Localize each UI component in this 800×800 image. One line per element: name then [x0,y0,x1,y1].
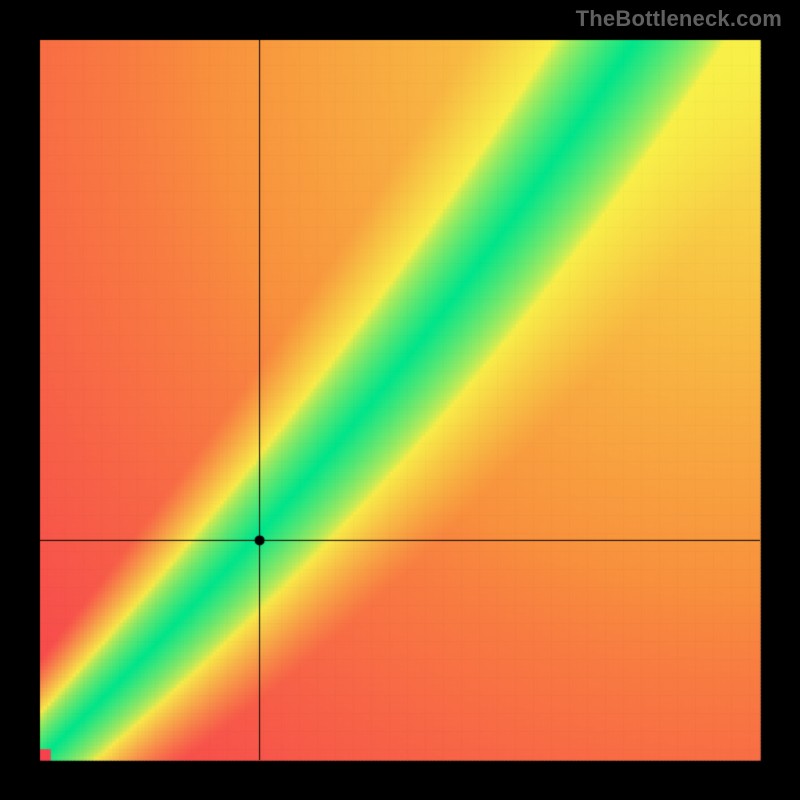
chart-container: TheBottleneck.com [0,0,800,800]
bottleneck-heatmap [0,0,800,800]
watermark-text: TheBottleneck.com [576,6,782,32]
